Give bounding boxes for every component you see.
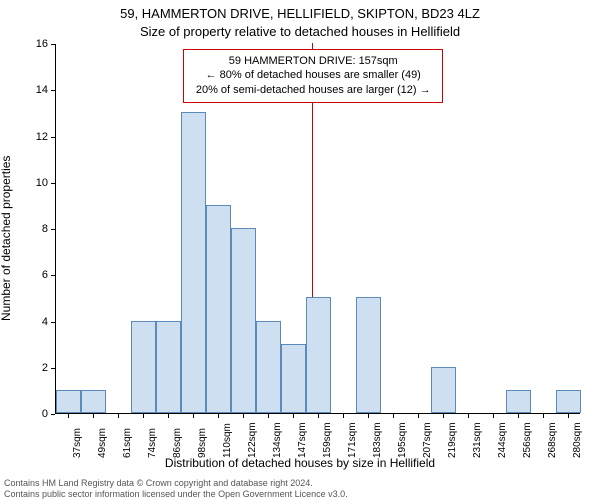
annotation-box: 59 HAMMERTON DRIVE: 157sqm ← 80% of deta… bbox=[183, 49, 443, 104]
chart-title-line1: 59, HAMMERTON DRIVE, HELLIFIELD, SKIPTON… bbox=[0, 6, 600, 21]
y-axis-label: Number of detached properties bbox=[0, 156, 13, 321]
annotation-line2: ← 80% of detached houses are smaller (49… bbox=[192, 68, 434, 83]
x-tick-label: 195sqm bbox=[397, 422, 408, 458]
y-tick-mark bbox=[51, 229, 55, 230]
x-tick-label: 98sqm bbox=[197, 428, 208, 458]
y-tick-mark bbox=[51, 183, 55, 184]
x-tick-mark bbox=[218, 414, 219, 418]
x-tick-label: 122sqm bbox=[247, 422, 258, 458]
x-tick-mark bbox=[468, 414, 469, 418]
histogram-bar bbox=[356, 297, 381, 413]
histogram-bar bbox=[556, 390, 581, 413]
attribution-line2: Contains public sector information licen… bbox=[4, 489, 348, 500]
y-tick-label: 10 bbox=[36, 177, 48, 189]
x-tick-mark bbox=[143, 414, 144, 418]
x-tick-label: 207sqm bbox=[422, 422, 433, 458]
x-tick-mark bbox=[368, 414, 369, 418]
y-tick-label: 8 bbox=[42, 223, 48, 235]
histogram-bar bbox=[56, 390, 81, 413]
attribution-line1: Contains HM Land Registry data © Crown c… bbox=[4, 478, 348, 489]
x-tick-label: 110sqm bbox=[222, 423, 233, 458]
chart-container: 59, HAMMERTON DRIVE, HELLIFIELD, SKIPTON… bbox=[0, 0, 600, 500]
y-tick-mark bbox=[51, 414, 55, 415]
x-tick-mark bbox=[393, 414, 394, 418]
attribution-text: Contains HM Land Registry data © Crown c… bbox=[4, 478, 348, 500]
x-tick-mark bbox=[68, 414, 69, 418]
histogram-bar bbox=[131, 321, 156, 414]
y-tick-mark bbox=[51, 44, 55, 45]
x-tick-label: 231sqm bbox=[472, 422, 483, 458]
x-tick-label: 244sqm bbox=[497, 422, 508, 458]
x-tick-mark bbox=[193, 414, 194, 418]
x-tick-mark bbox=[493, 414, 494, 418]
x-tick-mark bbox=[268, 414, 269, 418]
x-tick-label: 280sqm bbox=[572, 422, 583, 458]
y-tick-label: 0 bbox=[42, 408, 48, 420]
y-tick-label: 6 bbox=[42, 269, 48, 281]
x-tick-mark bbox=[543, 414, 544, 418]
x-tick-mark bbox=[93, 414, 94, 418]
y-tick-mark bbox=[51, 275, 55, 276]
histogram-bar bbox=[81, 390, 106, 413]
y-tick-label: 2 bbox=[42, 362, 48, 374]
x-tick-mark bbox=[318, 414, 319, 418]
x-tick-label: 134sqm bbox=[272, 422, 283, 458]
x-tick-mark bbox=[343, 414, 344, 418]
x-tick-label: 183sqm bbox=[372, 422, 383, 458]
histogram-bar bbox=[231, 228, 256, 413]
annotation-line1: 59 HAMMERTON DRIVE: 157sqm bbox=[192, 54, 434, 69]
x-tick-mark bbox=[293, 414, 294, 418]
x-tick-mark bbox=[168, 414, 169, 418]
x-tick-label: 147sqm bbox=[297, 422, 308, 458]
x-tick-mark bbox=[243, 414, 244, 418]
x-tick-label: 61sqm bbox=[122, 428, 133, 458]
x-tick-label: 49sqm bbox=[97, 428, 108, 458]
x-axis-label: Distribution of detached houses by size … bbox=[0, 456, 600, 470]
x-tick-label: 37sqm bbox=[72, 428, 83, 458]
annotation-line3: 20% of semi-detached houses are larger (… bbox=[192, 83, 434, 98]
y-tick-mark bbox=[51, 322, 55, 323]
histogram-bar bbox=[306, 297, 331, 413]
y-tick-label: 16 bbox=[36, 38, 48, 50]
histogram-bar bbox=[506, 390, 531, 413]
y-tick-label: 14 bbox=[36, 84, 48, 96]
histogram-bar bbox=[206, 205, 231, 413]
x-tick-label: 219sqm bbox=[447, 422, 458, 458]
x-tick-label: 86sqm bbox=[172, 428, 183, 458]
x-tick-label: 171sqm bbox=[347, 422, 358, 458]
y-tick-mark bbox=[51, 368, 55, 369]
x-tick-mark bbox=[443, 414, 444, 418]
histogram-bar bbox=[181, 112, 206, 413]
chart-title-line2: Size of property relative to detached ho… bbox=[0, 24, 600, 39]
histogram-bar bbox=[431, 367, 456, 413]
histogram-bar bbox=[256, 321, 281, 414]
x-tick-label: 268sqm bbox=[547, 422, 558, 458]
histogram-bar bbox=[281, 344, 306, 413]
x-tick-mark bbox=[518, 414, 519, 418]
y-tick-mark bbox=[51, 90, 55, 91]
x-tick-mark bbox=[118, 414, 119, 418]
histogram-bar bbox=[156, 321, 181, 414]
x-tick-mark bbox=[418, 414, 419, 418]
plot-area: 59 HAMMERTON DRIVE: 157sqm ← 80% of deta… bbox=[55, 44, 580, 414]
x-tick-label: 74sqm bbox=[147, 428, 158, 458]
x-tick-label: 256sqm bbox=[522, 422, 533, 458]
x-tick-label: 159sqm bbox=[322, 422, 333, 458]
x-tick-mark bbox=[568, 414, 569, 418]
y-tick-mark bbox=[51, 137, 55, 138]
y-tick-label: 12 bbox=[36, 131, 48, 143]
y-tick-label: 4 bbox=[42, 316, 48, 328]
